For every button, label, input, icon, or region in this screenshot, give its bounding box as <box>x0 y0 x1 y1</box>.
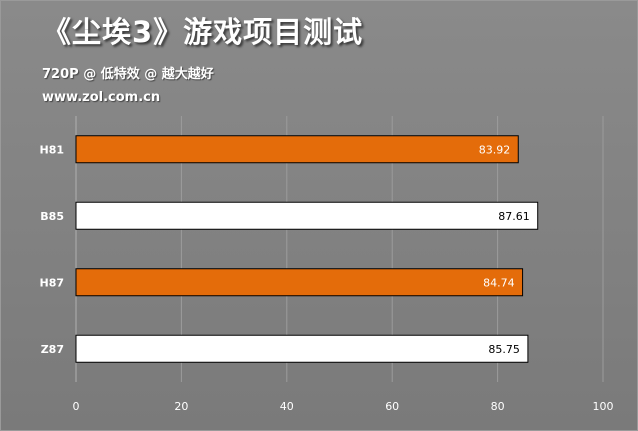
bar-h87 <box>75 268 524 297</box>
x-tick-100: 100 <box>593 400 614 413</box>
chart-title: 《尘埃3》游戏项目测试 <box>42 15 364 49</box>
value-label-h87: 84.74 <box>483 276 515 289</box>
bar-z87 <box>75 334 529 363</box>
value-label-h81: 83.92 <box>479 143 511 156</box>
x-tick-40: 40 <box>280 400 294 413</box>
category-label-h81: H81 <box>39 143 64 156</box>
category-label-b85: B85 <box>40 210 64 223</box>
chart-subtitle: 720P @ 低特效 @ 越大越好 <box>42 67 214 82</box>
x-tick-labels: 0 20 40 60 80 100 <box>73 400 614 413</box>
value-label-b85: 87.61 <box>498 210 530 223</box>
x-tick-0: 0 <box>73 400 80 413</box>
bar-h81 <box>75 135 519 164</box>
bar-b85 <box>75 201 539 230</box>
x-tick-60: 60 <box>385 400 399 413</box>
category-label-h87: H87 <box>39 276 64 289</box>
source-url: www.zol.com.cn <box>42 90 161 105</box>
category-label-z87: Z87 <box>41 343 64 356</box>
value-labels: 83.92 87.61 84.74 85.75 <box>479 143 530 356</box>
bars <box>75 135 539 363</box>
category-labels: H81 B85 H87 Z87 <box>39 143 64 356</box>
x-tick-80: 80 <box>491 400 505 413</box>
value-label-z87: 85.75 <box>488 343 520 356</box>
x-tick-20: 20 <box>174 400 188 413</box>
